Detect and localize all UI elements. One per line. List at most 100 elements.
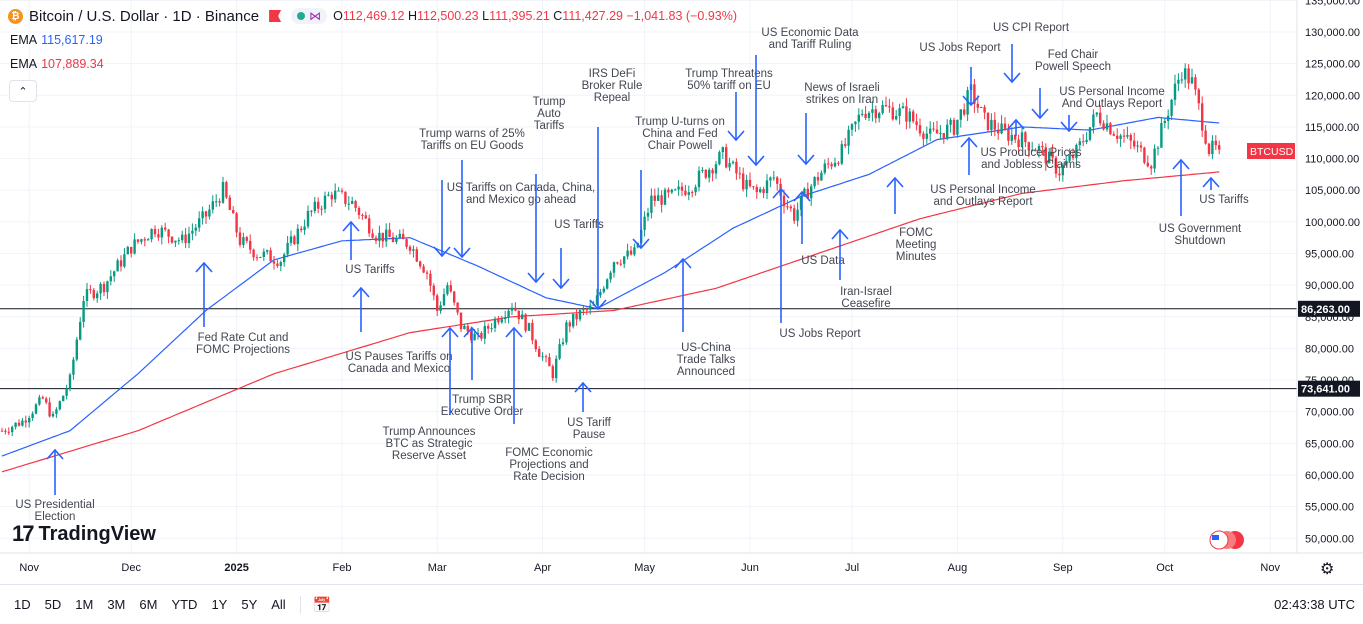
timeframe-5y[interactable]: 5Y — [241, 597, 258, 612]
candle — [1085, 132, 1088, 145]
candle — [218, 198, 221, 207]
ema-slow-legend[interactable]: EMA 107,889.34 — [10, 57, 104, 71]
timeframe-1y[interactable]: 1Y — [211, 597, 228, 612]
candle — [82, 295, 85, 328]
network-icon: ⋈ — [309, 9, 322, 23]
candle-body — [1058, 173, 1061, 176]
candle-body — [449, 285, 452, 292]
candle-body — [170, 236, 174, 243]
candle-body — [1211, 140, 1214, 155]
candle-body — [405, 239, 408, 247]
candle-body — [602, 288, 605, 292]
symbol-title[interactable]: Bitcoin / U.S. Dollar · 1D · Binance — [29, 7, 260, 25]
candle-body — [184, 234, 187, 244]
timeframe-1d[interactable]: 1D — [14, 597, 31, 612]
level-price-label: 86,263.00 — [1301, 304, 1350, 316]
candle-body — [201, 211, 204, 219]
candle-body — [0, 430, 4, 432]
candle — [847, 125, 850, 155]
candle-body — [905, 106, 908, 122]
candle — [595, 288, 599, 306]
timeframe-5d[interactable]: 5D — [44, 597, 62, 612]
candle — [1136, 140, 1139, 153]
candle — [548, 353, 551, 367]
gear-icon[interactable]: ⚙ — [1320, 561, 1335, 578]
annotation-text: Auto — [537, 108, 561, 120]
candle — [833, 157, 837, 168]
us-flag-icon[interactable] — [1207, 530, 1245, 550]
annotation-text: Shutdown — [1174, 235, 1225, 247]
candle — [28, 415, 31, 428]
candle — [759, 186, 762, 194]
candle — [810, 183, 813, 206]
ema-fast-legend[interactable]: EMA 115,617.19 — [10, 33, 103, 47]
candle — [541, 352, 544, 361]
candle — [184, 227, 187, 248]
chart-legend: ₿ Bitcoin / U.S. Dollar · 1D · Binance ⋈… — [8, 6, 737, 26]
calendar-range-icon[interactable]: 📅 — [312, 596, 332, 614]
candle-body — [582, 309, 585, 311]
candle-body — [1061, 165, 1064, 176]
market-status-pill[interactable]: ⋈ — [291, 8, 328, 24]
candle-body — [1051, 151, 1054, 158]
level-price-label: 73,641.00 — [1301, 384, 1350, 396]
candle-body — [793, 208, 796, 221]
timeframe-all[interactable]: All — [271, 597, 286, 612]
time-axis[interactable]: Nov Dec 2025 Feb Mar Apr May Jun Jul Aug Sep Oct Nov — [0, 552, 1363, 574]
candle-body — [840, 144, 843, 164]
candle — [527, 322, 531, 331]
timeframe-ytd[interactable]: YTD — [171, 597, 198, 612]
annotation-text: US Government — [1159, 223, 1242, 235]
candle-body — [1136, 145, 1139, 147]
price-axis[interactable]: 50,000.00 55,000.00 60,000.00 65,000.00 70,0… — [1247, 0, 1360, 553]
candle-body — [721, 147, 724, 153]
candle-body — [140, 239, 143, 242]
candle — [1082, 134, 1085, 147]
annotation-text: Reserve Asset — [392, 450, 467, 462]
candle-body — [276, 263, 279, 266]
timeframe-3m[interactable]: 3M — [107, 597, 126, 612]
candle — [17, 419, 21, 427]
flag-icon[interactable] — [269, 10, 282, 22]
candle-body — [313, 201, 316, 211]
price-tick-label: 125,000.00 — [1305, 59, 1360, 71]
tradingview-logo[interactable]: 17 TradingView — [12, 521, 156, 546]
candle — [7, 427, 10, 436]
annotation-arrow-head — [46, 448, 64, 460]
candle — [177, 237, 180, 245]
symbol-tag: BTCUSD — [1250, 146, 1294, 158]
annotation-text: Rate Decision — [513, 471, 585, 483]
utc-clock[interactable]: 02:43:38 UTC — [1274, 597, 1355, 612]
candle — [1054, 155, 1058, 178]
annotation-text: Iran-Israel — [840, 286, 892, 298]
collapse-legend-button[interactable]: ⌃ — [9, 80, 37, 102]
candle-body — [789, 206, 792, 209]
candle-body — [912, 111, 915, 122]
candle — [578, 308, 582, 322]
candle — [102, 281, 106, 297]
candle-body — [854, 121, 857, 125]
candle-body — [493, 318, 497, 329]
candle-body — [483, 326, 486, 339]
candle — [357, 206, 361, 220]
candle — [385, 223, 388, 248]
timeframe-6m[interactable]: 6M — [139, 597, 158, 612]
timeframe-1m[interactable]: 1M — [75, 597, 94, 612]
candle-body — [323, 195, 327, 210]
candle — [1190, 68, 1194, 85]
candle — [653, 188, 656, 207]
price-tick-label: 130,000.00 — [1305, 27, 1360, 39]
candle — [133, 233, 136, 255]
candle-body — [255, 257, 259, 259]
annotation-text: BTC as Strategic — [386, 438, 473, 450]
candle — [153, 225, 157, 238]
event-annotation: US Tariffs on Canada, China,and Mexico g… — [433, 180, 595, 258]
candle-body — [837, 162, 840, 164]
candle — [1143, 146, 1146, 165]
annotation-text: US Tariffs — [554, 219, 604, 231]
annotation-text: Trump Threatens — [685, 68, 773, 80]
candle — [1177, 73, 1180, 92]
